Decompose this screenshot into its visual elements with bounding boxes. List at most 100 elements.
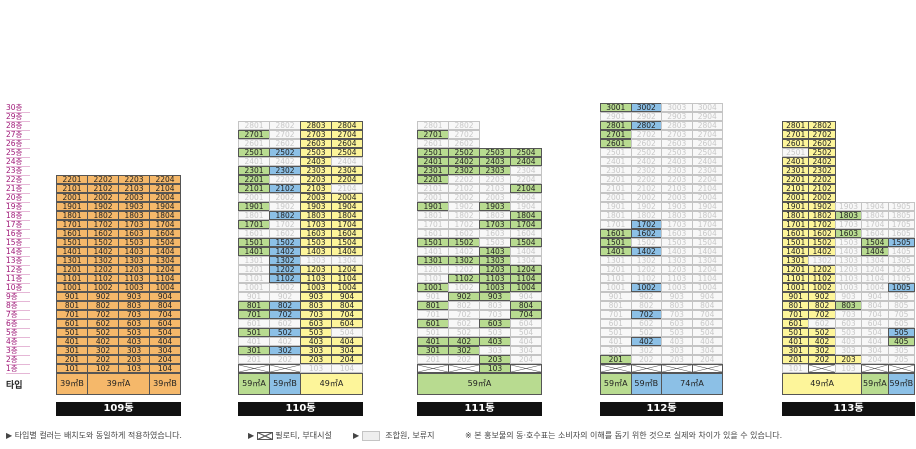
unit-cell: 2004 (331, 193, 363, 202)
unit-cell: 1702 (87, 220, 119, 229)
unit-cell: 1204 (331, 265, 363, 274)
unit-cell: 2202 (630, 175, 662, 184)
unit-cell: 1903 (479, 202, 511, 211)
unit-cell: 1503 (300, 238, 332, 247)
unit-cell: 301 (782, 346, 810, 355)
piloti-cell (861, 364, 889, 373)
unit-cell: 503 (661, 328, 693, 337)
unit-cell: 203 (300, 355, 332, 364)
unit-cell: 1504 (149, 238, 181, 247)
unit-type-box: 49㎡A (782, 373, 863, 395)
unit-cell: 2501 (238, 148, 270, 157)
unit-cell: 802 (808, 301, 836, 310)
unit-cell: 2002 (269, 193, 301, 202)
unit-cell: 2703 (300, 130, 332, 139)
unit-type-box: 59㎡A (238, 373, 270, 395)
unit-cell: 1102 (630, 274, 662, 283)
unit-cell: 702 (87, 310, 119, 319)
unit-cell: 204 (510, 355, 542, 364)
unit-cell: 1904 (861, 202, 889, 211)
unit-cell: 402 (808, 337, 836, 346)
unit-cell: 804 (691, 301, 723, 310)
unit-cell: 201 (782, 355, 810, 364)
building-name-label: 110동 (238, 402, 363, 416)
unit-cell: 2802 (448, 121, 480, 130)
unit-cell: 1901 (600, 202, 632, 211)
floor-label-underline (6, 220, 30, 221)
unit-cell: 3004 (691, 103, 723, 112)
building-name-label: 112동 (600, 402, 723, 416)
unit-cell: 402 (87, 337, 119, 346)
unit-cell: 1303 (479, 256, 511, 265)
unit-cell: 1004 (691, 283, 723, 292)
unit-cell: 1901 (56, 202, 88, 211)
unit-cell: 403 (479, 337, 511, 346)
unit-cell: 1805 (887, 211, 915, 220)
unit-cell: 2201 (417, 175, 449, 184)
unit-type-box: 59㎡B (887, 373, 915, 395)
unit-cell: 901 (600, 292, 632, 301)
unit-cell: 204 (149, 355, 181, 364)
unit-cell: 2102 (630, 184, 662, 193)
unit-cell: 1305 (887, 256, 915, 265)
unit-cell: 1503 (479, 238, 511, 247)
unit-cell: 305 (887, 346, 915, 355)
unit-cell: 1803 (118, 211, 150, 220)
unit-cell: 1101 (238, 274, 270, 283)
unit-cell: 2503 (661, 148, 693, 157)
unit-cell: 804 (149, 301, 181, 310)
unit-cell: 1604 (861, 229, 889, 238)
unit-cell: 1304 (691, 256, 723, 265)
unit-cell: 1504 (691, 238, 723, 247)
floor-label-underline (6, 265, 30, 266)
unit-cell: 2204 (510, 175, 542, 184)
unit-cell: 1703 (661, 220, 693, 229)
unit-cell: 1704 (861, 220, 889, 229)
unit-cell: 1103 (479, 274, 511, 283)
unit-cell: 504 (331, 328, 363, 337)
floor-label: 25층 (6, 148, 23, 157)
floor-label: 21층 (6, 184, 23, 193)
unit-cell: 1701 (238, 220, 270, 229)
floor-label-underline (6, 121, 30, 122)
unit-cell: 404 (691, 337, 723, 346)
unit-cell: 103 (834, 364, 863, 373)
floor-label-underline (6, 157, 30, 158)
unit-cell: 2804 (691, 121, 723, 130)
unit-cell: 805 (887, 301, 915, 310)
unit-cell: 1402 (87, 247, 119, 256)
unit-cell: 1105 (887, 274, 915, 283)
unit-cell: 1904 (691, 202, 723, 211)
unit-cell: 1502 (269, 238, 301, 247)
floor-label: 28층 (6, 121, 23, 130)
unit-cell: 1804 (691, 211, 723, 220)
unit-cell: 1003 (118, 283, 150, 292)
unit-cell: 504 (149, 328, 181, 337)
unit-cell: 1804 (510, 211, 542, 220)
floor-label: 1층 (6, 364, 18, 373)
unit-cell: 103 (300, 364, 332, 373)
unit-cell: 905 (887, 292, 915, 301)
unit-cell: 2202 (269, 175, 301, 184)
unit-cell: 602 (448, 319, 480, 328)
unit-cell: 1401 (782, 247, 810, 256)
unit-cell: 1302 (87, 256, 119, 265)
unit-cell: 1702 (808, 220, 836, 229)
unit-cell: 101 (782, 364, 810, 373)
floor-label-underline (6, 193, 30, 194)
unit-cell: 1304 (149, 256, 181, 265)
unit-cell: 1502 (448, 238, 480, 247)
unit-cell: 1203 (300, 265, 332, 274)
floor-label: 9층 (6, 292, 18, 301)
unit-cell: 1905 (887, 202, 915, 211)
unit-cell: 904 (691, 292, 723, 301)
unit-cell: 1503 (834, 238, 863, 247)
unit-cell: 2203 (661, 175, 693, 184)
unit-cell: 1501 (782, 238, 810, 247)
floor-label: 6층 (6, 319, 18, 328)
unit-cell: 802 (630, 301, 662, 310)
unit-cell: 2501 (417, 148, 449, 157)
unit-cell: 703 (300, 310, 332, 319)
unit-cell: 1604 (510, 229, 542, 238)
unit-cell: 1004 (149, 283, 181, 292)
